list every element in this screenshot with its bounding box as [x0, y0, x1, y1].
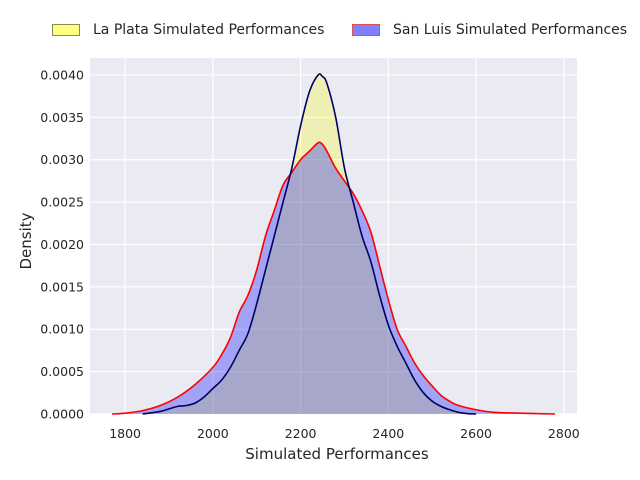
- x-tick-label: 1800: [109, 426, 141, 441]
- legend-item-la-plata: La Plata Simulated Performances: [52, 20, 324, 40]
- density-line-1: [111, 141, 556, 415]
- x-axis-ticks: 1800 2000 2200 2400 2600 2800: [109, 426, 580, 441]
- y-tick-label: 0.0000: [40, 407, 84, 422]
- x-tick-label: 2600: [460, 426, 492, 441]
- density-line-0: [142, 73, 477, 415]
- x-tick-label: 2000: [197, 426, 229, 441]
- legend-swatch-la-plata: [52, 24, 80, 36]
- y-axis-ticks: 0.0000 0.0005 0.0010 0.0015 0.0020 0.0025 0.00…: [40, 67, 84, 421]
- legend-swatch-san-luis: [352, 24, 380, 36]
- y-tick-label: 0.0020: [40, 237, 84, 252]
- y-axis-label: Density: [17, 212, 35, 269]
- x-tick-label: 2800: [548, 426, 580, 441]
- y-tick-label: 0.0035: [40, 110, 84, 125]
- grid-lines: [90, 58, 577, 415]
- y-tick-label: 0.0005: [40, 364, 84, 379]
- x-tick-label: 2200: [285, 426, 317, 441]
- legend-label-la-plata: La Plata Simulated Performances: [93, 22, 325, 38]
- density-areas: [111, 73, 556, 415]
- density-area-1: [111, 142, 556, 414]
- density-area-0: [142, 73, 477, 414]
- legend-label-san-luis: San Luis Simulated Performances: [393, 22, 628, 38]
- y-tick-label: 0.0040: [40, 67, 84, 82]
- y-tick-label: 0.0015: [40, 279, 84, 294]
- legend: La Plata Simulated Performances San Luis…: [0, 20, 640, 40]
- y-tick-label: 0.0030: [40, 152, 84, 167]
- legend-item-san-luis: San Luis Simulated Performances: [352, 20, 627, 40]
- y-tick-label: 0.0010: [40, 322, 84, 337]
- x-axis-label: Simulated Performances: [245, 445, 429, 463]
- y-tick-label: 0.0025: [40, 195, 84, 210]
- x-tick-label: 2400: [372, 426, 404, 441]
